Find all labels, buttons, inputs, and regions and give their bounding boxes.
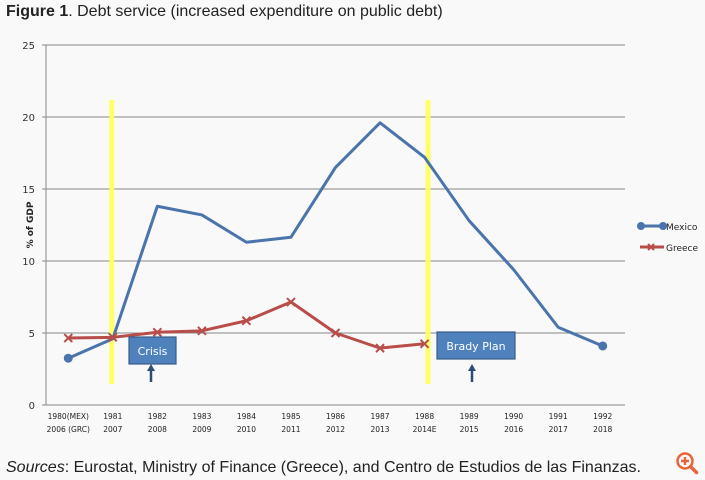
- x-tick-label: 1986: [326, 412, 345, 421]
- sources-label: Sources: [6, 459, 65, 476]
- figure-title: Figure 1. Debt service (increased expend…: [6, 3, 443, 21]
- x-marker: [152, 327, 163, 337]
- legend-marker: [637, 222, 645, 230]
- x-marker: [375, 343, 385, 353]
- x-tick-label: 2009: [192, 425, 211, 434]
- figure-label: Figure 1: [6, 3, 69, 20]
- x-tick-label: 1992: [593, 412, 612, 421]
- x-tick-label: 2012: [326, 425, 345, 434]
- x-tick-label: 1991: [549, 412, 568, 421]
- x-tick-label: 2007: [103, 425, 122, 434]
- x-marker: [108, 332, 118, 343]
- x-tick-label: 1988: [415, 412, 434, 421]
- data-point-greece: [419, 339, 430, 349]
- x-marker: [330, 328, 341, 338]
- y-tick-label: 25: [22, 41, 35, 52]
- data-point-mexico: [63, 353, 73, 363]
- data-point-greece: [330, 328, 341, 338]
- sources-note: Sources: Eurostat, Ministry of Finance (…: [6, 459, 641, 477]
- annotation-crisis: Crisis: [128, 336, 177, 382]
- legend-marker: [659, 222, 667, 230]
- y-tick-label: 20: [22, 113, 35, 124]
- x-tick-label: 2008: [148, 425, 167, 434]
- x-tick-label: 2015: [460, 425, 479, 434]
- x-tick-label: 2010: [237, 425, 256, 434]
- annotation-label: Brady Plan: [446, 340, 505, 353]
- x-marker: [286, 297, 296, 307]
- x-tick-label: 2013: [370, 425, 389, 434]
- legend-item-mexico: Mexico: [637, 222, 698, 233]
- x-marker: [63, 333, 73, 343]
- x-tick-label: 2014E: [413, 425, 437, 434]
- x-tick-label: 2018: [593, 425, 612, 434]
- x-tick-label: 1982: [148, 412, 167, 421]
- annotation-box: [436, 331, 516, 360]
- y-tick-label: 5: [29, 329, 35, 340]
- legend-label: Mexico: [666, 223, 698, 233]
- x-tick-label: 1987: [370, 412, 389, 421]
- y-axis-label: % of GDP: [26, 201, 36, 248]
- data-point-greece: [241, 316, 252, 326]
- annotation-brady-plan: Brady Plan: [436, 331, 516, 382]
- legend: Mexico Greece: [637, 222, 698, 254]
- series-line-mexico: [67, 121, 604, 360]
- legend-label: Greece: [666, 244, 698, 254]
- arrow-head: [147, 364, 155, 371]
- data-point-greece: [375, 343, 385, 353]
- sources-text: : Eurostat, Ministry of Finance (Greece)…: [64, 459, 641, 476]
- arrow-head: [468, 364, 476, 371]
- x-tick-labels: 1980(MEX) 2006 (GRC) 1981 2007 1982 2008 1983 2…: [47, 412, 613, 434]
- legend-marker: [647, 243, 655, 251]
- legend-item-greece: Greece: [640, 243, 698, 254]
- zoom-in-icon[interactable]: [675, 451, 699, 475]
- annotation-box: [128, 336, 177, 365]
- x-tick-label: 1984: [237, 412, 256, 421]
- y-tick-label: 0: [29, 401, 35, 412]
- data-point-mexico: [598, 341, 608, 351]
- x-marker: [419, 339, 430, 349]
- x-tick-label: 1983: [192, 412, 211, 421]
- x-tick-label: 2016: [504, 425, 523, 434]
- data-point-greece: [286, 297, 296, 307]
- figure-caption: . Debt service (increased expenditure on…: [68, 3, 443, 20]
- x-tick-label: 1989: [460, 412, 479, 421]
- plot-background: [0, 30, 705, 450]
- y-tick-label: 10: [22, 257, 35, 268]
- y-tick-labels: 0 5 10 15 20 25: [22, 41, 35, 412]
- x-tick-label: 2011: [281, 425, 300, 434]
- series-group: [63, 121, 608, 363]
- data-point-greece: [108, 332, 118, 343]
- x-tick-label: 2006 (GRC): [47, 425, 90, 434]
- x-marker: [197, 326, 207, 336]
- annotation-label: Crisis: [138, 345, 168, 358]
- y-tick-label: 15: [22, 185, 35, 196]
- x-tick-label: 1990: [504, 412, 523, 421]
- x-tick-label: 1985: [281, 412, 300, 421]
- x-marker: [241, 316, 252, 326]
- data-point-greece: [152, 327, 163, 337]
- annotations: Crisis Brady Plan: [128, 331, 516, 382]
- data-point-greece: [197, 326, 207, 336]
- x-tick-label: 1980(MEX): [48, 412, 89, 421]
- x-tick-label: 1981: [103, 412, 122, 421]
- x-tick-label: 2017: [549, 425, 568, 434]
- data-point-greece: [63, 333, 73, 343]
